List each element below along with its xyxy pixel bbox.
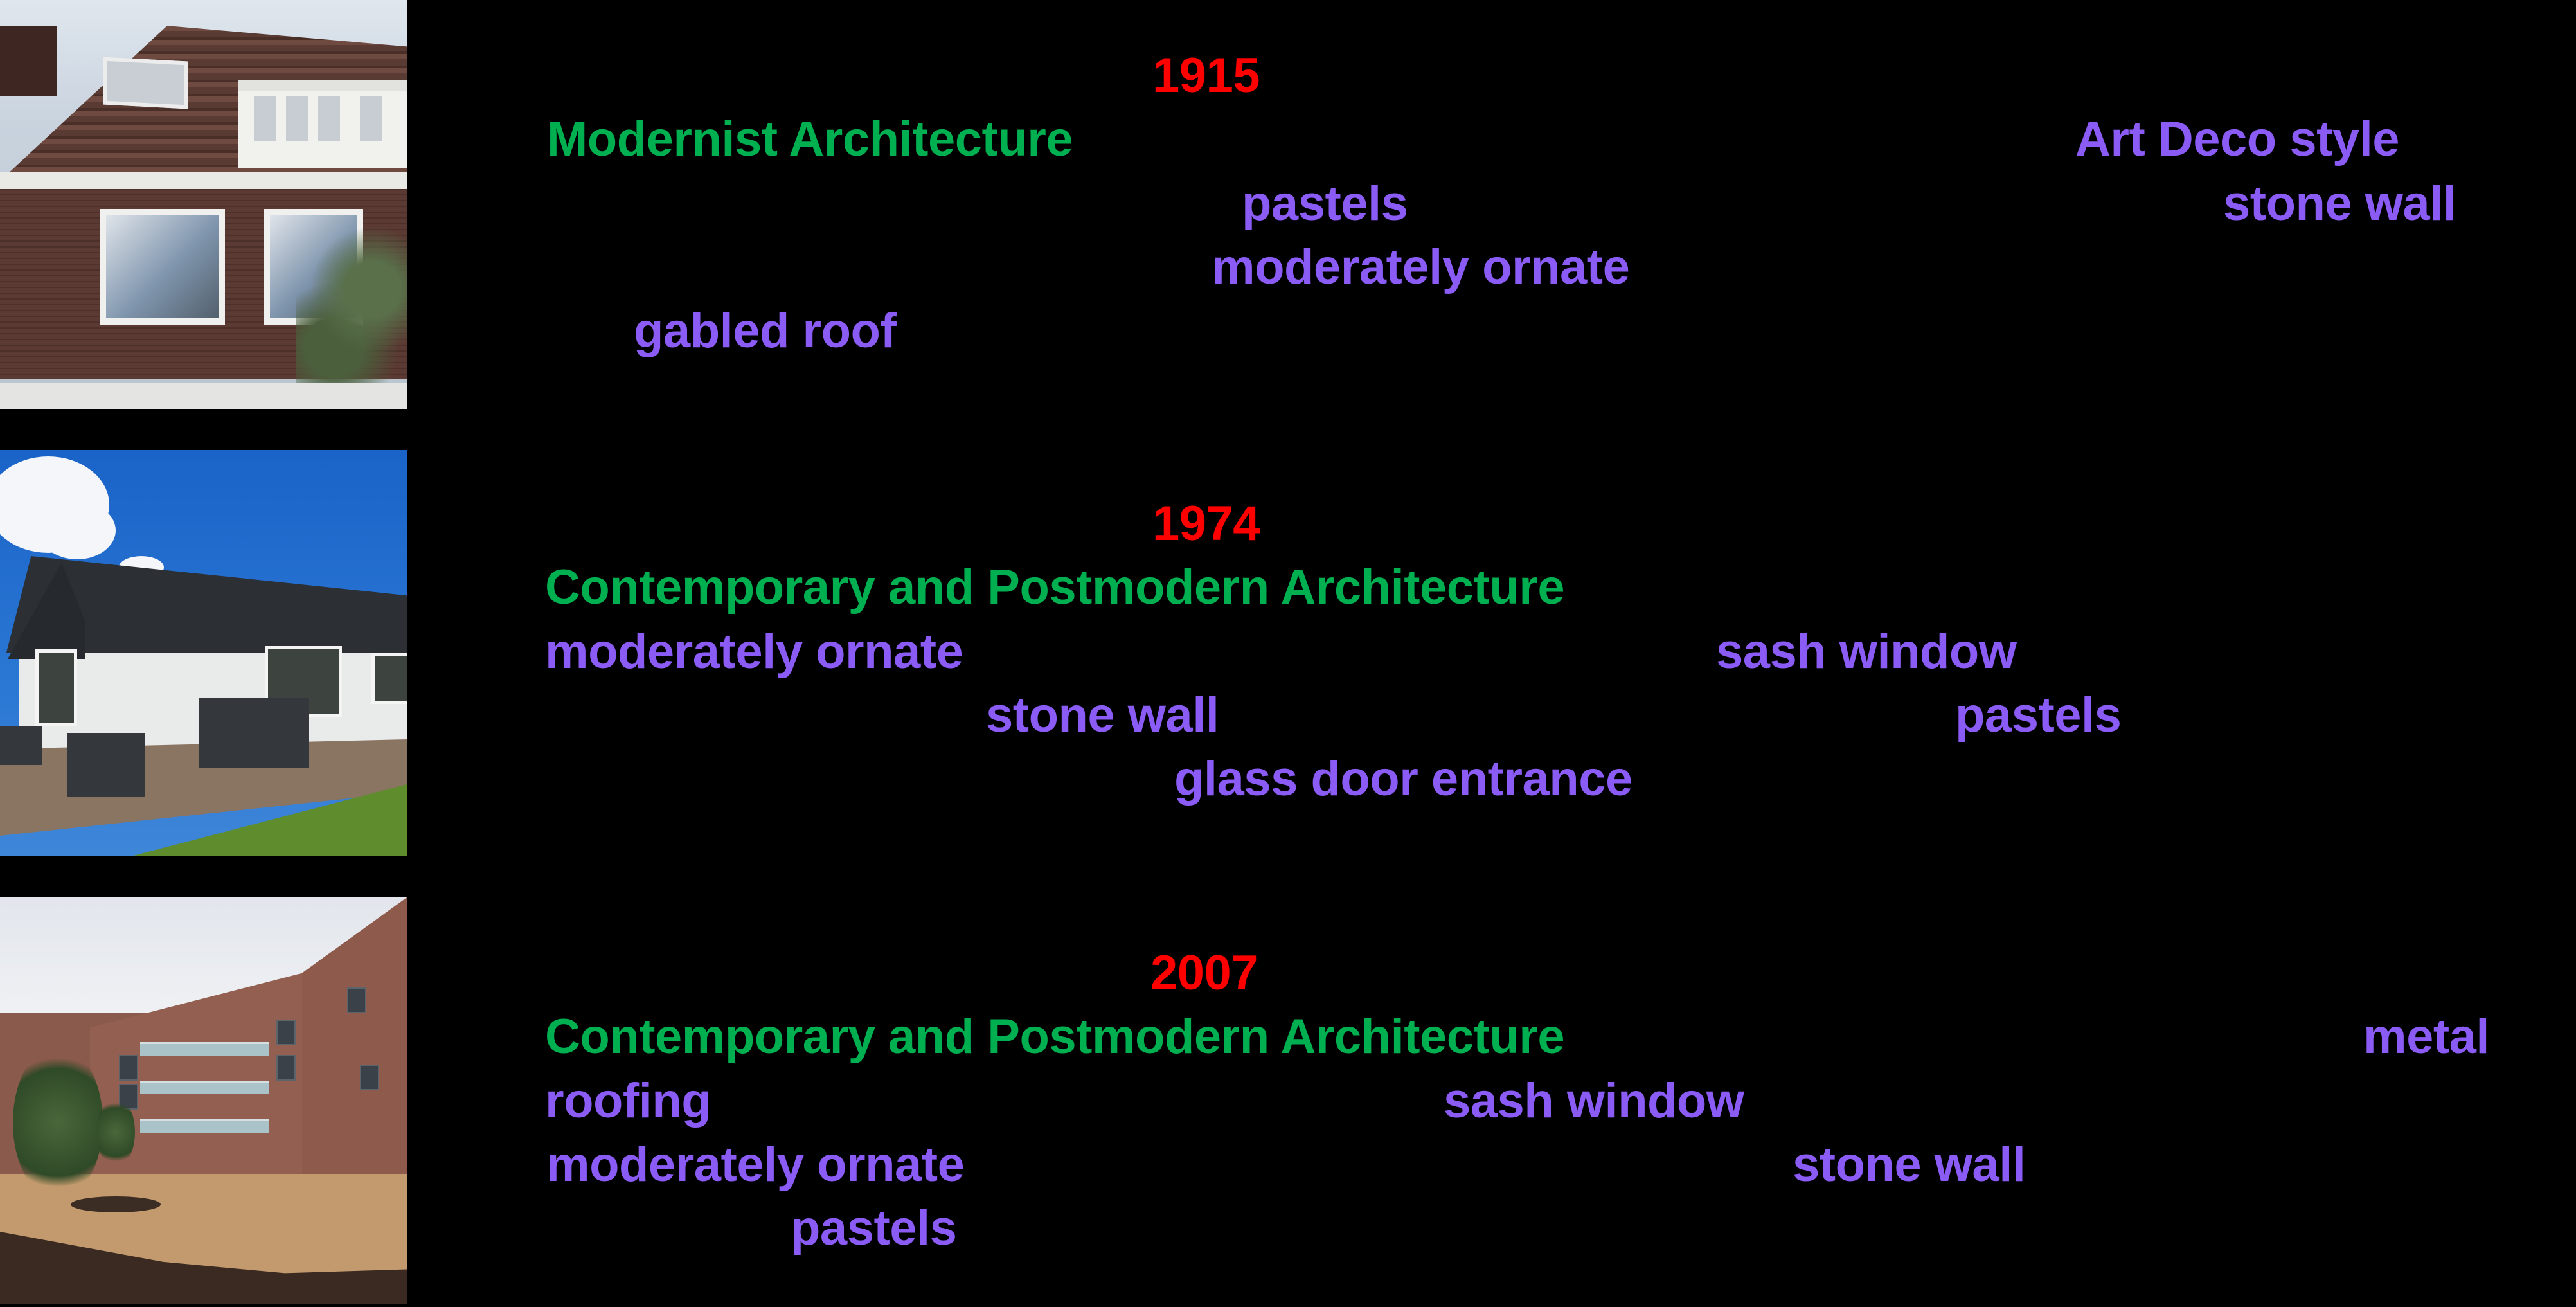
window-shape xyxy=(360,1065,379,1090)
dormer-window-shape xyxy=(360,96,382,141)
building-right-shape xyxy=(302,897,407,1200)
porch-roof-shape xyxy=(0,383,407,409)
patio-chair-shape xyxy=(67,733,145,797)
window-shape xyxy=(276,1055,296,1081)
balcony-shape xyxy=(140,1042,269,1056)
window-shape xyxy=(119,1055,138,1081)
attribute-tag: pastels xyxy=(1242,176,1408,231)
architecture-style-label: Contemporary and Postmodern Architecture xyxy=(545,560,1565,615)
tree-shape xyxy=(96,1097,135,1167)
dormer-window-shape xyxy=(254,96,276,141)
attribute-tag: metal xyxy=(2363,1009,2490,1064)
planting-bed-shape xyxy=(71,1196,161,1212)
tree-shape xyxy=(13,1045,103,1200)
balcony-shape xyxy=(140,1081,269,1094)
attribute-tag: gabled roof xyxy=(634,303,897,358)
patio-table-set-shape xyxy=(199,698,309,768)
attribute-tag: stone wall xyxy=(986,688,1219,743)
house-photo-2007 xyxy=(0,897,407,1304)
window-shape xyxy=(276,1020,296,1045)
dormer-window-shape xyxy=(318,96,340,141)
patio-sofa-shape xyxy=(0,726,42,765)
attribute-tag: stone wall xyxy=(1793,1137,2026,1192)
window-shape xyxy=(371,653,407,704)
attribute-tag: Art Deco style xyxy=(2075,112,2400,167)
window-shape xyxy=(35,649,77,726)
attribute-tag: glass door entrance xyxy=(1174,752,1632,806)
attribute-tag: roofing xyxy=(545,1074,711,1128)
architecture-style-label: Contemporary and Postmodern Architecture xyxy=(545,1009,1565,1064)
attribute-tag: moderately ornate xyxy=(546,1137,965,1192)
attribute-tag: stone wall xyxy=(2223,176,2456,231)
window-shape xyxy=(100,209,225,325)
house-photo-1974 xyxy=(0,450,407,856)
attribute-tag: moderately ornate xyxy=(545,624,963,679)
year-label: 1915 xyxy=(1152,48,1260,103)
attribute-tag: moderately ornate xyxy=(1212,240,1630,294)
house-photo-1915 xyxy=(0,0,407,409)
year-label: 1974 xyxy=(1152,496,1260,551)
dormer-window-shape xyxy=(286,96,308,141)
tree-shape xyxy=(296,212,407,405)
gutter-shape xyxy=(0,172,407,189)
attribute-tag: sash window xyxy=(1444,1074,1744,1128)
cloud-shape xyxy=(39,501,116,559)
attribute-tag: sash window xyxy=(1716,624,2017,679)
chimney-shape xyxy=(0,26,57,96)
attribute-tag: pastels xyxy=(1955,688,2122,743)
balcony-shape xyxy=(140,1119,269,1133)
architecture-style-label: Modernist Architecture xyxy=(547,112,1073,167)
roof-skylight-shape xyxy=(103,57,188,109)
year-label: 2007 xyxy=(1150,946,1258,1000)
attribute-tag: pastels xyxy=(791,1201,957,1256)
window-shape xyxy=(347,987,366,1013)
